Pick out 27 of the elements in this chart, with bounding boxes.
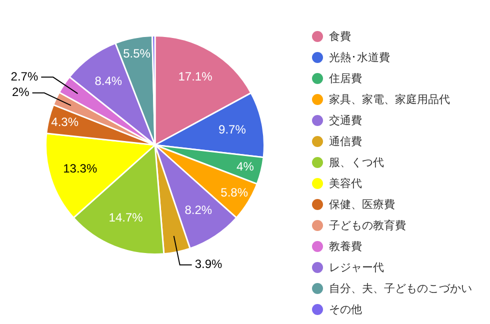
legend-label: 交通費	[329, 113, 362, 128]
legend-label: 美容代	[329, 176, 362, 191]
legend-label: 通信費	[329, 134, 362, 149]
legend-label: 自分、夫、子どものこづかい	[329, 281, 472, 296]
legend-label: 教養費	[329, 239, 362, 254]
data-label: 8.2%	[184, 202, 212, 217]
data-label: 14.7%	[108, 210, 144, 224]
legend-label: レジャー代	[329, 260, 384, 275]
legend-label: 保健、医療費	[329, 197, 395, 212]
data-label: 13.3%	[63, 161, 98, 176]
legend-label: 家具、家電、家庭用品代	[329, 92, 450, 107]
legend-label: 住居費	[329, 71, 362, 86]
data-label: 9.7%	[218, 122, 246, 136]
data-label: 4.3%	[51, 115, 79, 130]
data-label: 2%	[12, 85, 30, 100]
data-label: 8.4%	[94, 74, 122, 88]
legend-label: 服、くつ代	[329, 155, 384, 170]
legend-label: 子どもの教育費	[329, 218, 406, 233]
legend-label: 光熱･水道費	[329, 50, 390, 65]
data-label: 3.9%	[194, 257, 222, 272]
data-label: 5.8%	[220, 186, 248, 200]
legend-label: その他	[329, 302, 362, 317]
data-label: 17.1%	[178, 70, 213, 84]
legend-label: 食費	[329, 29, 351, 44]
data-label: 4%	[236, 159, 254, 174]
data-label: 2.7%	[10, 69, 38, 84]
data-label: 5.5%	[123, 46, 151, 60]
